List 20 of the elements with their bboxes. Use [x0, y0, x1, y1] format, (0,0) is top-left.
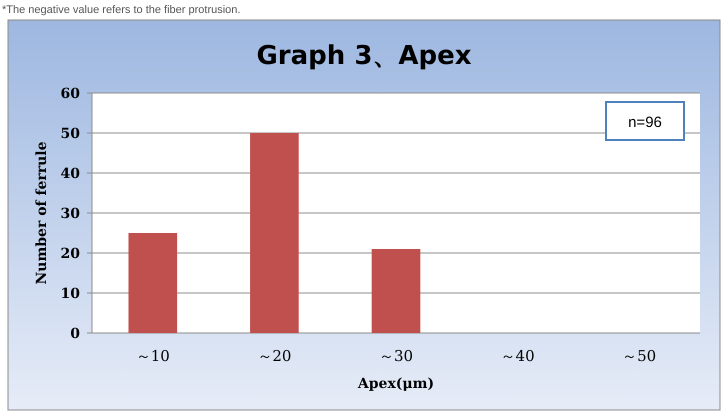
annotation: n=96: [628, 114, 662, 131]
text: *The negative value refers to the fiber protrusion.: [2, 4, 240, 16]
x-tick-label: ～50: [622, 347, 656, 365]
y-tick-label: 10: [60, 286, 80, 302]
x-tick-label: ～20: [257, 347, 292, 365]
y-tick-label: 40: [60, 166, 80, 182]
y-tick-label: 0: [70, 326, 80, 342]
y-tick-label: 50: [60, 126, 80, 142]
y-axis-title: Number of ferrule: [34, 141, 50, 285]
bar: [128, 233, 178, 333]
y-tick-label: 60: [60, 86, 80, 102]
bar: [372, 249, 420, 333]
chart-title: Graph 3、Apex: [256, 41, 472, 71]
y-tick-label: 20: [60, 246, 80, 262]
x-tick-label: ～30: [378, 347, 414, 365]
x-tick-label: ～40: [500, 347, 535, 365]
bar: [250, 133, 299, 333]
x-axis-title: Apex(μm): [356, 376, 434, 392]
x-tick-label: ～10: [136, 347, 170, 365]
y-tick-label: 30: [60, 206, 80, 222]
